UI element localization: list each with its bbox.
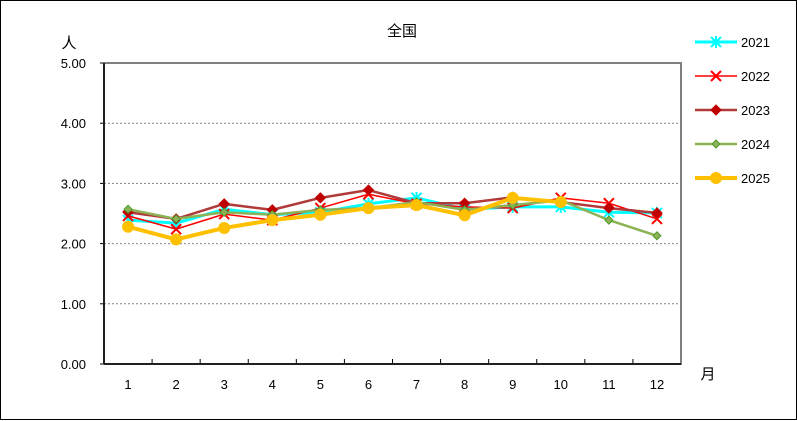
chart-title: 全国 [387,22,417,40]
x-axis-ticks: 1 2 3 4 5 6 7 8 9 10 11 12 [124,359,664,392]
data-point-marker [652,231,662,241]
y-tick-label: 3.00 [61,176,86,191]
y-tick-label: 4.00 [61,116,86,131]
data-point-marker [314,192,327,204]
y-tick-label: 0.00 [61,357,86,372]
legend-label: 2023 [741,103,770,118]
data-point-marker [218,221,231,234]
legend-item-2025: 2025 [695,171,770,186]
x-axis-unit-label: 月 [700,366,715,383]
legend-item-2021: 2021 [695,35,770,50]
x-tick-label: 8 [461,377,468,392]
series-line [127,196,657,225]
legend: 2021 2022 2023 2024 2025 [695,35,770,186]
legend-label: 2024 [741,137,770,152]
y-axis-ticks: 0.00 1.00 2.00 3.00 4.00 5.00 [61,56,104,372]
x-tick-label: 9 [509,377,516,392]
data-point-marker [171,214,181,224]
data-point-marker [123,204,133,214]
y-tick-label: 1.00 [61,297,86,312]
legend-marker [710,36,722,48]
data-point-marker [170,223,182,235]
data-point-marker [122,220,135,233]
data-point-marker [362,202,375,215]
x-tick-label: 1 [124,377,131,392]
x-tick-label: 3 [221,377,228,392]
data-point-marker [554,196,567,209]
data-point-marker [218,198,230,210]
data-point-marker [651,207,663,219]
y-tick-label: 2.00 [61,237,86,252]
legend-item-2023: 2023 [695,103,770,118]
legend-label: 2025 [741,171,770,186]
data-point-marker [314,208,327,221]
y-axis-unit-label: 人 [61,35,76,52]
x-tick-label: 11 [602,377,616,392]
x-tick-label: 12 [650,377,664,392]
data-point-marker [219,207,229,218]
data-point-marker [651,213,663,225]
data-point-marker [603,202,615,214]
gridlines [104,122,681,305]
legend-marker [710,104,722,116]
legend-marker [710,172,722,184]
x-tick-label: 6 [365,377,372,392]
x-tick-label: 10 [554,377,568,392]
legend-marker [711,139,721,149]
data-point-marker [170,233,183,246]
legend-label: 2022 [741,69,770,84]
legend-item-2022: 2022 [695,69,770,84]
data-point-marker [506,191,519,204]
data-point-marker [410,199,423,212]
legend-marker [710,70,722,82]
series-group [122,184,663,246]
y-tick-label: 5.00 [61,56,86,71]
data-point-marker [604,215,614,225]
data-point-marker [458,209,471,222]
series-2025 [122,191,567,246]
series-line [127,195,561,242]
x-tick-label: 4 [269,377,276,392]
legend-item-2024: 2024 [695,137,770,152]
x-tick-label: 5 [317,377,324,392]
x-tick-label: 2 [173,377,180,392]
x-tick-label: 7 [413,377,420,392]
data-point-marker [266,214,279,227]
series-line [127,193,658,230]
legend-label: 2021 [741,35,770,50]
data-point-marker [362,184,375,196]
